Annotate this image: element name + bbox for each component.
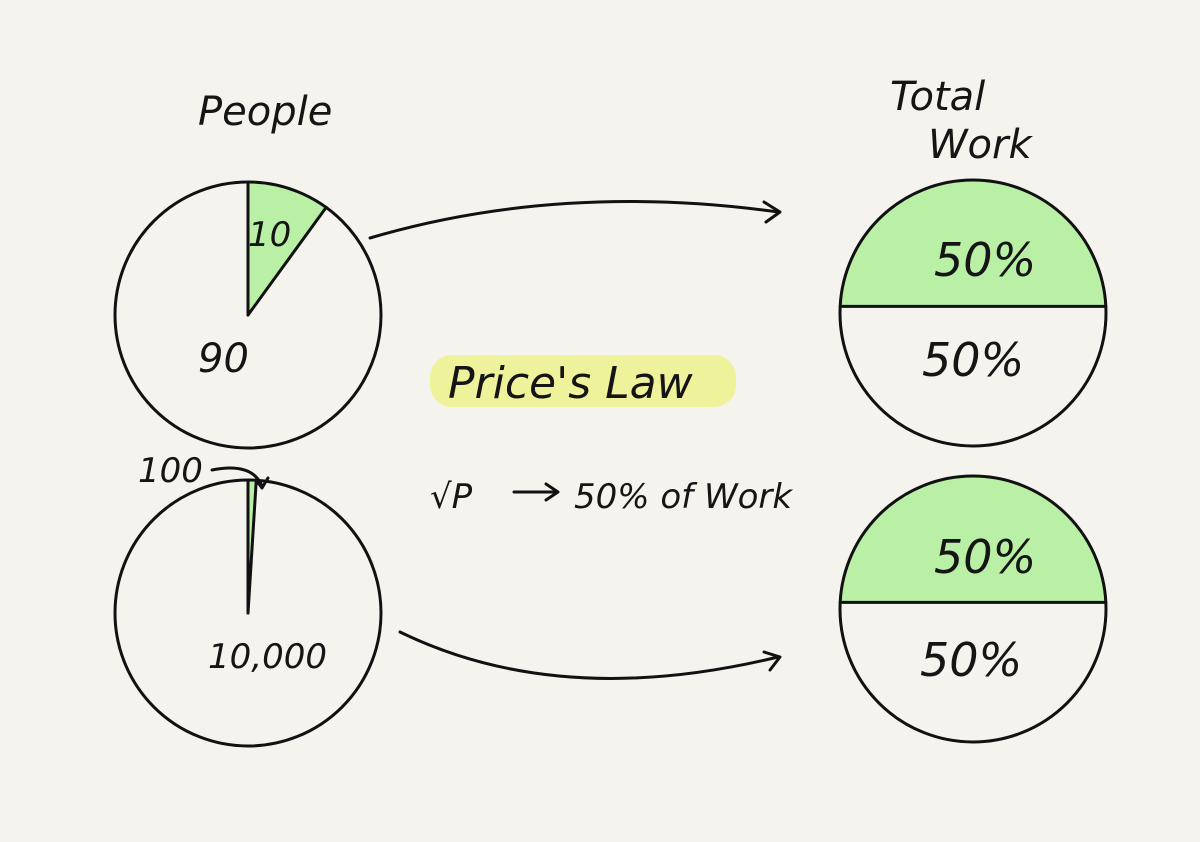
pie-slice-minority: [248, 182, 327, 315]
pie-outline: [838, 178, 1108, 448]
slice-label-top: 50%: [934, 233, 1036, 287]
pointer-arrow-head: [254, 476, 270, 490]
slice-label-minority: 100: [138, 451, 203, 491]
arrow-shaft: [368, 200, 780, 240]
pie-radius-line: [246, 205, 328, 317]
pie-half-top: [840, 180, 1106, 307]
people-header: People: [198, 89, 332, 135]
arrow-shaft: [398, 630, 780, 680]
pie-radius-line: [246, 478, 258, 615]
formula-text: 50% of Work: [574, 477, 793, 517]
total-work-header-line2: Work: [928, 122, 1033, 168]
slice-label-minority: 10: [248, 215, 291, 255]
arrow-top: [368, 200, 782, 240]
arrow-bottom: [398, 630, 782, 680]
work-pie-top: 50% 50%: [838, 178, 1108, 448]
law-title: Price's Law: [448, 358, 694, 409]
arrow-head: [762, 650, 782, 672]
title-highlight: [430, 355, 736, 407]
total-work-header-line1: Total: [890, 74, 985, 120]
pie-half-top: [840, 475, 1106, 603]
people-pie-large: 100 10,000: [113, 451, 383, 748]
pointer-arrow: [210, 466, 264, 488]
work-pie-bottom: 50% 50%: [838, 474, 1108, 744]
formula-symbol: √P: [430, 477, 473, 517]
slice-label-top: 50%: [934, 530, 1036, 584]
people-pie-small: 10 90: [113, 180, 383, 450]
formula-arrow-head: [544, 482, 560, 502]
center-annotation: Price's Law √P 50% of Work: [430, 355, 793, 517]
slice-label-majority: 10,000: [208, 637, 327, 677]
arrow-head: [762, 200, 782, 224]
pie-outline: [838, 474, 1108, 744]
slice-label-bottom: 50%: [920, 633, 1022, 687]
slice-label-bottom: 50%: [922, 333, 1024, 387]
slice-label-majority: 90: [198, 336, 249, 382]
